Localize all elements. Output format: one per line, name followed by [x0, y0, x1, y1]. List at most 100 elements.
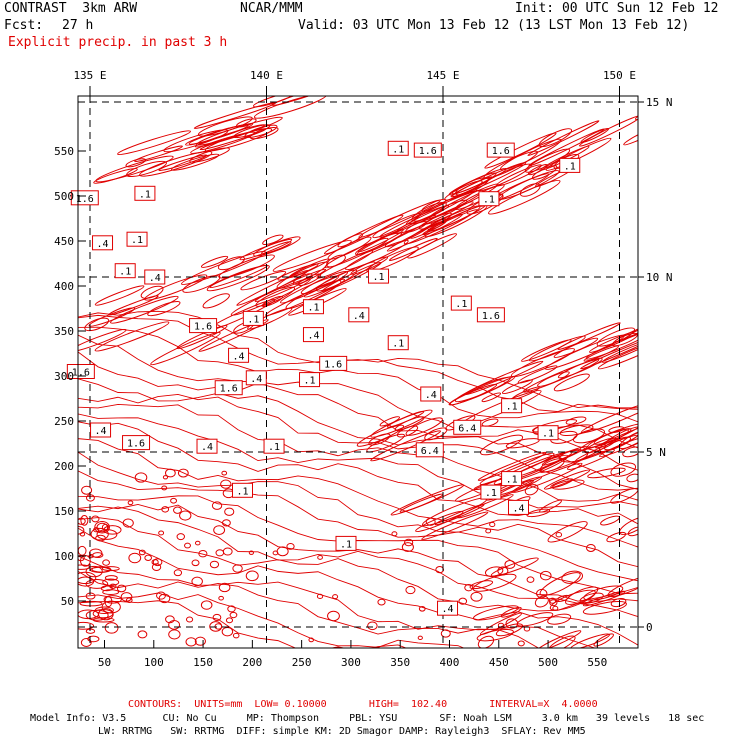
contour-cell	[194, 540, 201, 546]
x-tick-label: 350	[390, 656, 410, 669]
contour-streak	[140, 285, 164, 299]
contour-cell	[127, 500, 134, 506]
axes: 50 100 150 200 250 300 350 400 450 500 550 50 100 150…	[54, 69, 672, 669]
contour-streak	[638, 429, 664, 447]
contour-label: 1.6	[220, 384, 238, 395]
contour-streak	[280, 275, 340, 304]
contour-label: .1	[373, 272, 385, 283]
contour-label: .4	[442, 604, 454, 615]
contour-line	[78, 555, 596, 648]
x-tick-label: 200	[242, 656, 262, 669]
contour-streak	[139, 151, 213, 177]
contour-label-box	[302, 299, 324, 315]
contour-streak	[545, 137, 612, 171]
contour-streak	[522, 359, 600, 393]
contour-line	[78, 506, 638, 604]
contour-streak	[434, 503, 485, 526]
contour-streak	[316, 250, 374, 279]
contour-cell	[173, 506, 182, 514]
contour-cell	[161, 485, 168, 491]
contour-streak	[399, 493, 444, 513]
lat-label: 10 N	[646, 271, 673, 284]
contour-streak	[424, 427, 448, 441]
contour-streak	[524, 148, 571, 173]
contour-streak	[488, 179, 561, 215]
contour-streak	[272, 240, 352, 272]
contour-streak	[261, 241, 292, 255]
contour-cell	[78, 609, 99, 620]
contour-cell	[92, 617, 115, 623]
contour-cell	[128, 552, 142, 564]
contour-cell	[332, 594, 339, 600]
contour-streak	[531, 165, 558, 180]
contour-streak	[583, 345, 620, 362]
y-tick-label: 350	[54, 325, 74, 338]
contour-cell	[161, 506, 170, 513]
contour-streak	[198, 319, 269, 352]
contour-line	[78, 470, 638, 582]
contour-cell	[209, 560, 220, 569]
contour-streak	[547, 635, 576, 648]
contour-cell	[78, 621, 95, 630]
contour-cell	[144, 554, 152, 561]
contour-label-box	[480, 484, 502, 500]
contour-streak	[519, 183, 541, 197]
contour-cell	[179, 510, 192, 521]
contour-streak	[230, 278, 311, 316]
contour-cell	[555, 532, 563, 538]
contour-streak	[472, 605, 519, 621]
contour-label: .1	[304, 376, 316, 387]
contour-label-box	[501, 398, 523, 414]
contour-label: 6.4	[421, 446, 439, 457]
contour-label: .4	[233, 351, 245, 362]
contour-streak	[450, 162, 527, 198]
contour-streak	[78, 328, 127, 353]
contour-streak	[583, 585, 624, 601]
contour-streak	[539, 572, 581, 596]
contour-streak	[247, 307, 293, 330]
contour-label: .1	[542, 429, 554, 440]
contour-streak	[209, 264, 268, 289]
contour-cell	[435, 566, 445, 574]
contour-cell	[134, 472, 148, 483]
contour-streak	[356, 215, 437, 255]
contour-cell	[367, 621, 378, 631]
contour-label: .1	[307, 303, 319, 314]
contour-label-box	[231, 482, 253, 498]
contour-line	[78, 399, 638, 502]
lon-label: 150 E	[603, 69, 636, 82]
contour-streak	[484, 566, 504, 577]
contour-cell	[418, 606, 426, 612]
contour-label: .1	[268, 442, 280, 453]
contour-streak	[587, 467, 626, 479]
contour-cell	[218, 582, 231, 593]
contour-label-box	[299, 372, 321, 388]
contour-cell	[138, 549, 146, 556]
contour-label: .1	[485, 488, 497, 499]
contour-streak	[526, 508, 551, 518]
contour-cell	[245, 570, 259, 582]
contour-streak	[428, 183, 499, 219]
contour-cell	[485, 528, 492, 534]
contour-cell	[209, 621, 223, 632]
contour-streak	[386, 213, 464, 252]
x-tick-label: 100	[144, 656, 164, 669]
contour-cell	[168, 620, 181, 630]
contour-label: 1.6	[72, 368, 90, 379]
contour-streak	[524, 484, 539, 496]
contour-cell	[103, 595, 122, 604]
contour-line	[78, 385, 638, 491]
contour-label-box	[66, 364, 95, 379]
contour-label-box	[413, 142, 442, 158]
contour-cell	[79, 600, 103, 607]
contour-streak	[407, 233, 458, 259]
contour-cell	[214, 623, 223, 630]
contour-cell	[102, 559, 110, 566]
contour-label: .1	[139, 189, 151, 200]
contour-cell	[218, 595, 224, 601]
contour-streak	[536, 630, 582, 648]
contour-streak	[200, 255, 229, 268]
x-tick-label: 400	[440, 656, 460, 669]
x-tick-label: 550	[587, 656, 607, 669]
contour-cell	[470, 591, 483, 602]
